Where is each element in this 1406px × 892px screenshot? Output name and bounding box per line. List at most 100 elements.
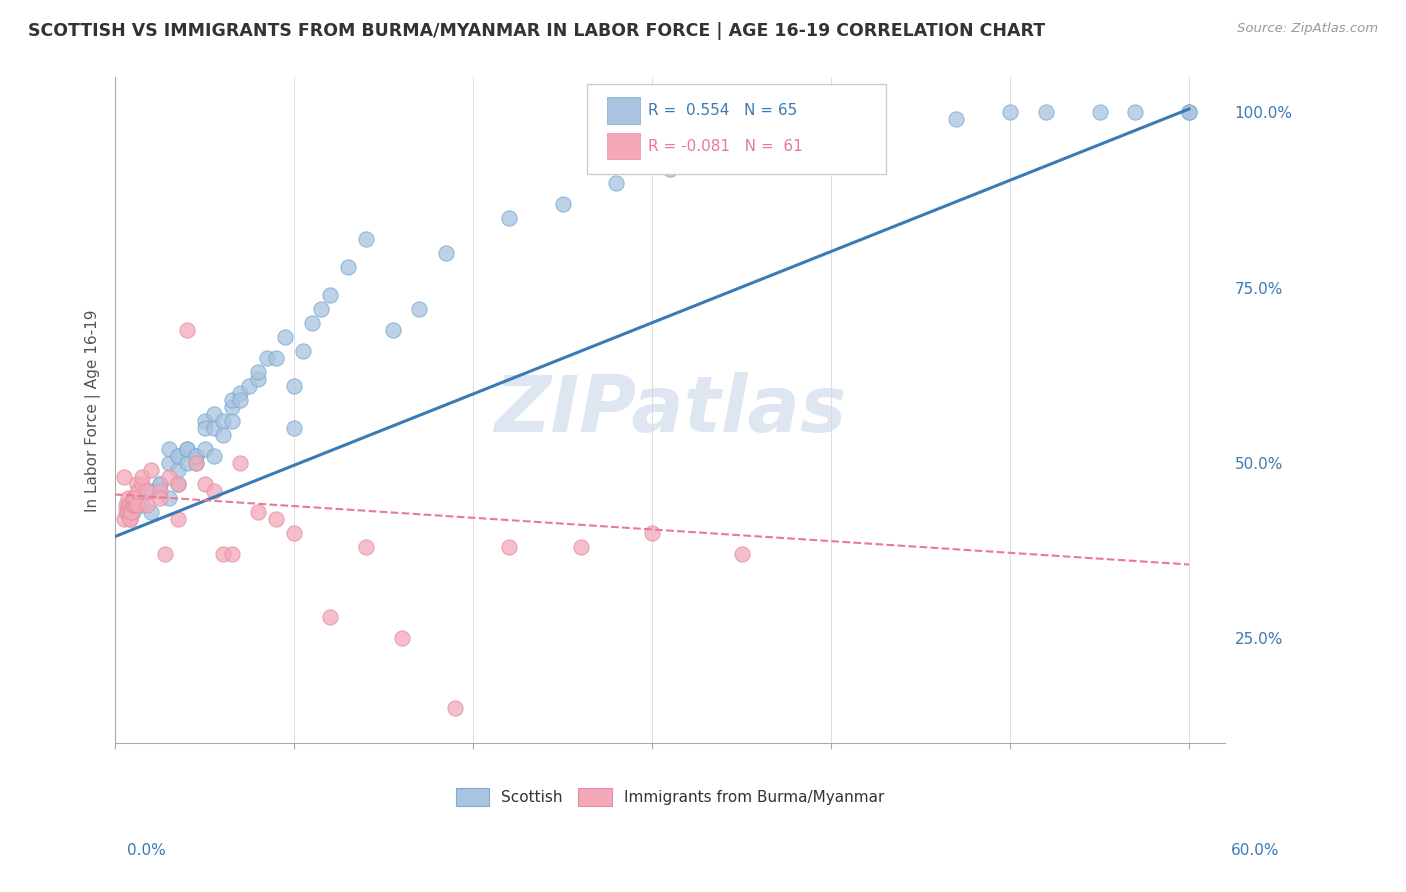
Point: [301, 316, 323, 330]
Point: [264, 512, 287, 526]
Point: [498, 211, 520, 225]
Point: [166, 477, 188, 491]
Point: [194, 414, 217, 428]
FancyBboxPatch shape: [607, 97, 640, 124]
Text: ZIPatlas: ZIPatlas: [494, 372, 846, 449]
Point: [945, 112, 967, 127]
Point: [202, 407, 225, 421]
Point: [115, 505, 138, 519]
Point: [605, 176, 627, 190]
Point: [184, 456, 207, 470]
Point: [238, 379, 260, 393]
Point: [283, 421, 305, 435]
Point: [194, 442, 217, 456]
Point: [120, 505, 142, 519]
Point: [336, 260, 359, 274]
Point: [229, 456, 252, 470]
Point: [202, 421, 225, 435]
Point: [202, 449, 225, 463]
Point: [247, 372, 270, 386]
Point: [166, 477, 188, 491]
Text: SCOTTISH VS IMMIGRANTS FROM BURMA/MYANMAR IN LABOR FORCE | AGE 16-19 CORRELATION: SCOTTISH VS IMMIGRANTS FROM BURMA/MYANMA…: [28, 22, 1045, 40]
Point: [166, 449, 188, 463]
Point: [785, 134, 807, 148]
Point: [256, 351, 278, 365]
Point: [122, 498, 145, 512]
Point: [354, 232, 377, 246]
Point: [131, 470, 153, 484]
Point: [274, 330, 297, 344]
Point: [136, 498, 159, 512]
Point: [149, 483, 172, 498]
Point: [211, 428, 233, 442]
Point: [117, 505, 139, 519]
Point: [1125, 105, 1147, 120]
Point: [139, 483, 162, 498]
Text: R = -0.081   N =  61: R = -0.081 N = 61: [648, 138, 803, 153]
Point: [713, 147, 735, 161]
Point: [838, 127, 860, 141]
Point: [149, 477, 172, 491]
Point: [194, 477, 217, 491]
Point: [122, 491, 145, 505]
Point: [998, 105, 1021, 120]
Point: [659, 161, 682, 176]
Point: [176, 442, 198, 456]
Point: [118, 498, 141, 512]
Point: [157, 456, 180, 470]
FancyBboxPatch shape: [586, 84, 886, 174]
Point: [127, 483, 149, 498]
Point: [319, 287, 342, 301]
Point: [1035, 105, 1057, 120]
Point: [221, 414, 243, 428]
Point: [444, 701, 467, 715]
Point: [319, 610, 342, 624]
Text: 60.0%: 60.0%: [1232, 843, 1279, 858]
Point: [139, 505, 162, 519]
Point: [1178, 105, 1201, 120]
Point: [112, 512, 135, 526]
Point: [229, 392, 252, 407]
Point: [408, 301, 430, 316]
Point: [221, 392, 243, 407]
Point: [124, 498, 146, 512]
Point: [125, 477, 148, 491]
Point: [211, 547, 233, 561]
Point: [176, 323, 198, 337]
Point: [391, 631, 413, 645]
Point: [125, 498, 148, 512]
Y-axis label: In Labor Force | Age 16-19: In Labor Force | Age 16-19: [86, 309, 101, 512]
Point: [124, 491, 146, 505]
Text: R =  0.554   N = 65: R = 0.554 N = 65: [648, 103, 797, 119]
Point: [434, 245, 457, 260]
Legend: Scottish, Immigrants from Burma/Myanmar: Scottish, Immigrants from Burma/Myanmar: [450, 782, 890, 812]
Point: [157, 491, 180, 505]
Point: [136, 483, 159, 498]
Point: [194, 421, 217, 435]
FancyBboxPatch shape: [607, 133, 640, 160]
Point: [184, 449, 207, 463]
Point: [354, 540, 377, 554]
Point: [149, 477, 172, 491]
Point: [1178, 105, 1201, 120]
Point: [122, 498, 145, 512]
Point: [221, 547, 243, 561]
Point: [283, 525, 305, 540]
Point: [247, 505, 270, 519]
Point: [112, 470, 135, 484]
Point: [122, 505, 145, 519]
Point: [166, 512, 188, 526]
Point: [221, 400, 243, 414]
Point: [1088, 105, 1111, 120]
Point: [155, 547, 177, 561]
Point: [117, 505, 139, 519]
Point: [176, 442, 198, 456]
Point: [118, 512, 141, 526]
Point: [184, 456, 207, 470]
Point: [157, 470, 180, 484]
Point: [117, 498, 139, 512]
Point: [166, 449, 188, 463]
Point: [131, 477, 153, 491]
Point: [551, 196, 574, 211]
Point: [139, 463, 162, 477]
